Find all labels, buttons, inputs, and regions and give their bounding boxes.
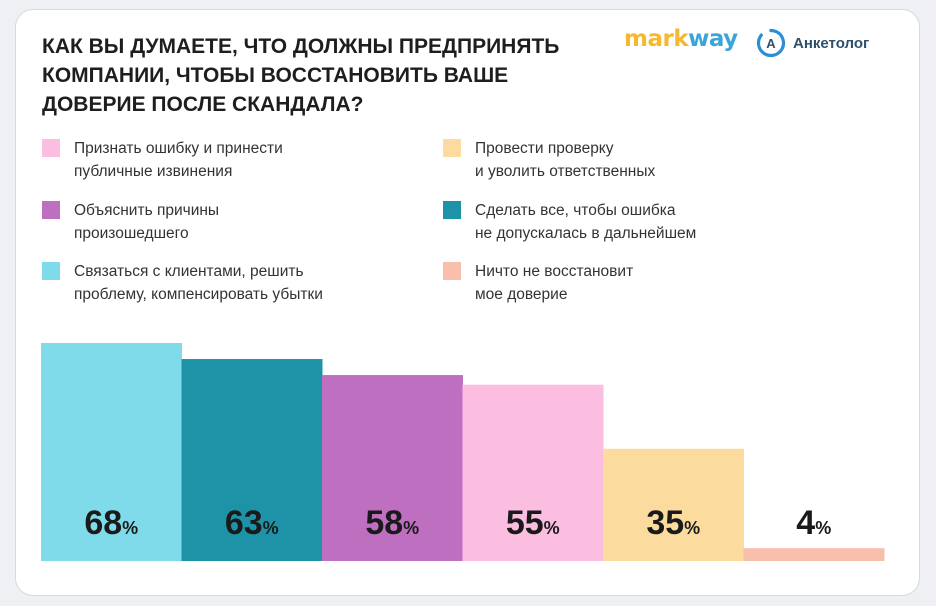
anketolog-logo-mark: А [766,36,776,51]
bar-value-label: 68% [84,504,138,542]
bar-value-number: 55 [506,504,544,542]
bar [41,343,182,561]
bar [743,548,885,561]
legend-label-line: произошедшего [74,225,189,242]
legend-label-line: Провести проверку [475,140,614,157]
bar-value-label: 58% [365,504,419,542]
legend-label-line: и уволить ответственных [475,163,656,180]
legend-label: Ничто не восстановит мое доверие [475,260,633,306]
legend-item-prevent: Сделать все, чтобы ошибка не допускалась… [443,199,696,245]
chart-card: КАК ВЫ ДУМАЕТЕ, ЧТО ДОЛЖНЫ ПРЕДПРИНЯТЬ К… [15,9,920,596]
legend-label-line: Связаться с клиентами, решить [74,263,304,280]
title-line-2: КОМПАНИИ, ЧТОБЫ ВОССТАНОВИТЬ ВАШЕ [42,64,509,87]
title-line-1: КАК ВЫ ДУМАЕТЕ, ЧТО ДОЛЖНЫ ПРЕДПРИНЯТЬ [42,35,560,58]
legend-label: Связаться с клиентами, решить проблему, … [74,260,323,306]
bar-value-unit: % [263,518,279,538]
bar-value-label: 55% [506,504,560,542]
legend-label: Сделать все, чтобы ошибка не допускалась… [475,199,696,245]
legend-swatch [42,262,60,280]
legend-swatch [443,139,461,157]
legend-label-line: мое доверие [475,286,568,303]
title-line-3: ДОВЕРИЕ ПОСЛЕ СКАНДАЛА? [42,93,364,116]
legend-item-nothing: Ничто не восстановит мое доверие [443,260,633,306]
legend-label-line: публичные извинения [74,163,233,180]
legend-swatch [443,201,461,219]
legend-item-contact-clients: Связаться с клиентами, решить проблему, … [42,260,323,306]
bar-value-unit: % [684,518,700,538]
anketolog-logo: А Анкетолог [756,28,869,58]
bar-value-unit: % [544,518,560,538]
legend-label-line: Ничто не восстановит [475,263,634,280]
markway-logo-part1: mark [624,26,689,52]
bar-value-unit: % [122,518,138,538]
bar-value-number: 35 [646,504,684,542]
legend-label-line: Признать ошибку и принести [74,140,283,157]
markway-logo: markway [624,26,738,52]
chart-title: КАК ВЫ ДУМАЕТЕ, ЧТО ДОЛЖНЫ ПРЕДПРИНЯТЬ К… [42,32,602,119]
anketolog-logo-icon: А [756,28,786,58]
legend-label-line: Сделать все, чтобы ошибка [475,202,676,219]
bar-chart: 68% 63% 58% 55% 35% 4% [41,343,885,561]
legend-label-line: Объяснить причины [74,202,220,219]
bar-value-label: 63% [225,504,279,542]
bar-value-number: 58 [365,504,403,542]
bar [322,375,463,561]
legend-item-investigate: Провести проверку и уволить ответственны… [443,137,655,183]
legend-item-explain: Объяснить причины произошедшего [42,199,219,245]
legend-label-line: не допускалась в дальнейшем [475,225,697,242]
legend-item-apologize: Признать ошибку и принести публичные изв… [42,137,283,183]
legend-label: Признать ошибку и принести публичные изв… [74,137,283,183]
bar-value-number: 63 [225,504,263,542]
bar-value-unit: % [815,518,831,538]
bar [603,448,744,561]
bar [462,384,604,561]
bar-value-label: 4% [796,504,831,542]
anketolog-logo-name: Анкетолог [793,34,870,52]
bar-value-number: 68 [84,504,122,542]
bar-value-label: 35% [646,504,700,542]
legend-label-line: проблему, компенсировать убытки [74,286,323,303]
legend-swatch [42,139,60,157]
legend-label: Объяснить причины произошедшего [74,199,219,245]
bar-value-number: 4 [796,504,815,542]
legend-swatch [42,201,60,219]
legend-swatch [443,262,461,280]
markway-logo-part2: way [688,26,738,52]
bar-value-unit: % [403,518,419,538]
bar [181,359,323,561]
legend-label: Провести проверку и уволить ответственны… [475,137,655,183]
